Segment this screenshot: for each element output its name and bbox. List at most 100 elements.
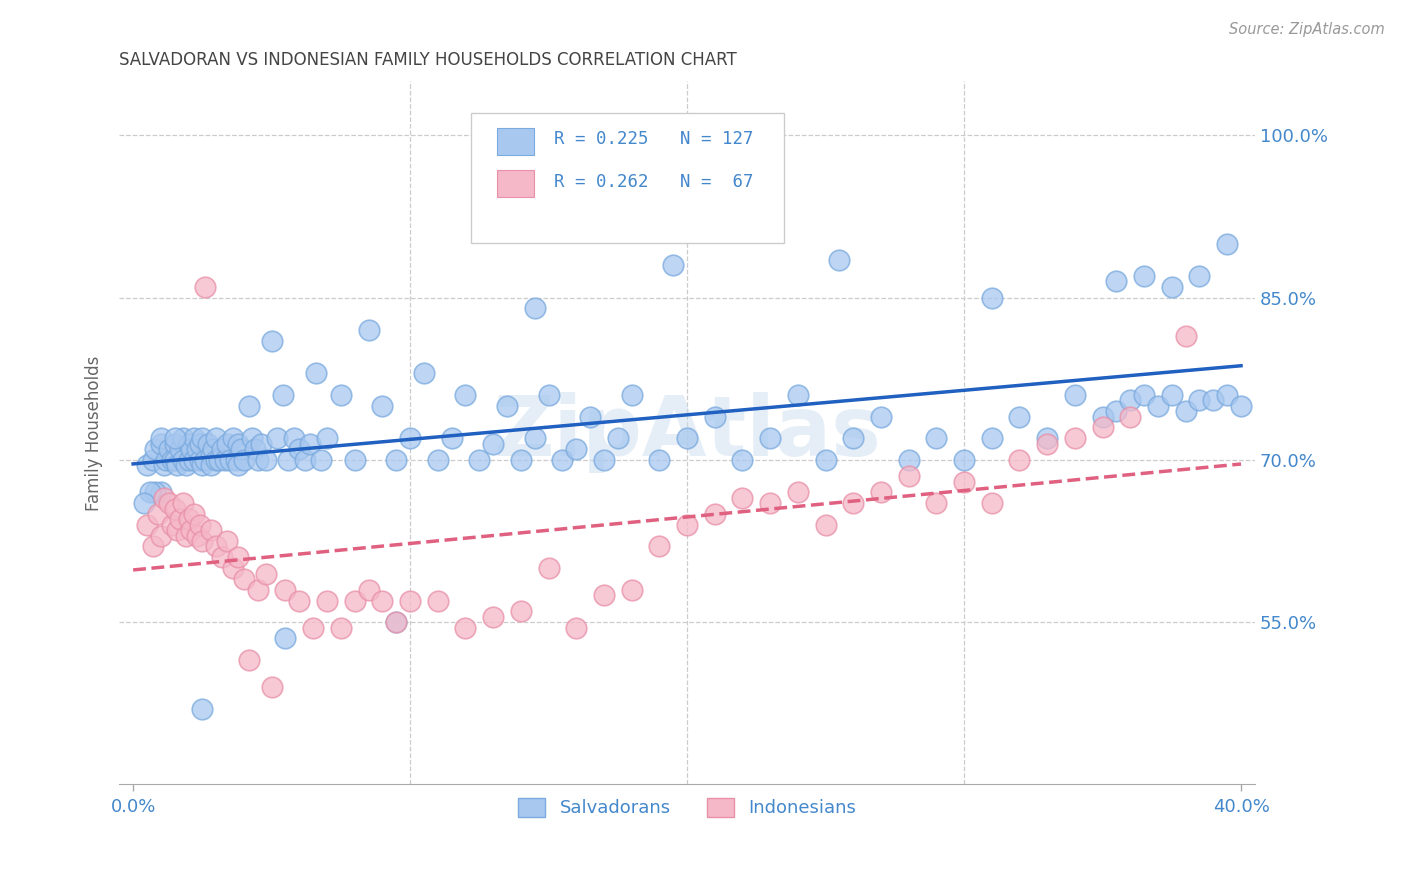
Point bbox=[155, 453, 177, 467]
Point bbox=[274, 582, 297, 597]
Point bbox=[731, 491, 754, 505]
Point bbox=[186, 442, 208, 456]
Point bbox=[329, 388, 352, 402]
Point bbox=[157, 442, 180, 456]
Point bbox=[143, 485, 166, 500]
Point bbox=[565, 621, 588, 635]
Point bbox=[1188, 268, 1211, 283]
Point bbox=[385, 615, 408, 630]
Point bbox=[620, 388, 643, 402]
Point bbox=[197, 436, 219, 450]
Point bbox=[277, 453, 299, 467]
Point bbox=[1008, 453, 1031, 467]
Point bbox=[188, 436, 211, 450]
Point bbox=[399, 593, 422, 607]
Point bbox=[311, 453, 333, 467]
Point bbox=[232, 453, 254, 467]
Point bbox=[870, 485, 893, 500]
Point bbox=[166, 523, 188, 537]
Point bbox=[163, 453, 186, 467]
Point bbox=[194, 453, 217, 467]
Point bbox=[1063, 388, 1085, 402]
Point bbox=[149, 431, 172, 445]
Point bbox=[141, 453, 163, 467]
Point bbox=[1133, 388, 1156, 402]
Point bbox=[188, 453, 211, 467]
Point bbox=[191, 458, 214, 473]
Point bbox=[160, 517, 183, 532]
Point bbox=[1063, 431, 1085, 445]
Point bbox=[759, 496, 782, 510]
Point bbox=[299, 436, 322, 450]
Point bbox=[254, 566, 277, 581]
Point bbox=[703, 409, 725, 424]
Point bbox=[149, 529, 172, 543]
Point bbox=[271, 388, 294, 402]
Point bbox=[228, 436, 250, 450]
Point bbox=[152, 458, 174, 473]
Point bbox=[357, 323, 380, 337]
Point bbox=[593, 453, 616, 467]
Point bbox=[174, 458, 197, 473]
Point bbox=[246, 582, 269, 597]
Point bbox=[399, 431, 422, 445]
Point bbox=[343, 453, 366, 467]
Point bbox=[897, 469, 920, 483]
Point bbox=[1133, 268, 1156, 283]
Point bbox=[870, 409, 893, 424]
Point bbox=[814, 453, 837, 467]
Point bbox=[249, 436, 271, 450]
Point bbox=[172, 431, 194, 445]
Point bbox=[537, 388, 560, 402]
Point bbox=[146, 507, 169, 521]
Point bbox=[194, 280, 217, 294]
Point bbox=[222, 431, 245, 445]
Point bbox=[551, 453, 574, 467]
Point bbox=[163, 431, 186, 445]
Point bbox=[1230, 399, 1253, 413]
Point bbox=[136, 458, 159, 473]
Point bbox=[316, 431, 339, 445]
Point bbox=[143, 442, 166, 456]
Point bbox=[329, 621, 352, 635]
Point bbox=[191, 431, 214, 445]
Point bbox=[208, 453, 231, 467]
Point bbox=[371, 593, 394, 607]
Point bbox=[200, 523, 222, 537]
Point bbox=[1216, 236, 1239, 251]
Point bbox=[385, 453, 408, 467]
Point bbox=[980, 496, 1002, 510]
Point bbox=[648, 453, 671, 467]
Point bbox=[228, 458, 250, 473]
Point bbox=[1008, 409, 1031, 424]
Point bbox=[620, 582, 643, 597]
Point bbox=[302, 621, 325, 635]
Point bbox=[468, 453, 491, 467]
Point bbox=[183, 507, 205, 521]
Text: SALVADORAN VS INDONESIAN FAMILY HOUSEHOLDS CORRELATION CHART: SALVADORAN VS INDONESIAN FAMILY HOUSEHOL… bbox=[120, 51, 737, 69]
Point bbox=[174, 529, 197, 543]
Point bbox=[288, 442, 311, 456]
FancyBboxPatch shape bbox=[498, 128, 534, 155]
Point bbox=[1105, 404, 1128, 418]
Point bbox=[191, 702, 214, 716]
Point bbox=[509, 604, 531, 618]
Point bbox=[385, 615, 408, 630]
Point bbox=[953, 475, 976, 489]
Point bbox=[426, 453, 449, 467]
Point bbox=[214, 453, 236, 467]
Point bbox=[186, 529, 208, 543]
Point bbox=[357, 582, 380, 597]
Point bbox=[211, 442, 233, 456]
Point bbox=[1216, 388, 1239, 402]
Point bbox=[593, 588, 616, 602]
Point bbox=[228, 550, 250, 565]
Point bbox=[316, 593, 339, 607]
Point bbox=[200, 448, 222, 462]
Point bbox=[177, 512, 200, 526]
Point bbox=[413, 367, 436, 381]
FancyBboxPatch shape bbox=[471, 113, 783, 243]
Point bbox=[1105, 275, 1128, 289]
Point bbox=[482, 609, 505, 624]
Text: R = 0.225   N = 127: R = 0.225 N = 127 bbox=[554, 130, 754, 148]
